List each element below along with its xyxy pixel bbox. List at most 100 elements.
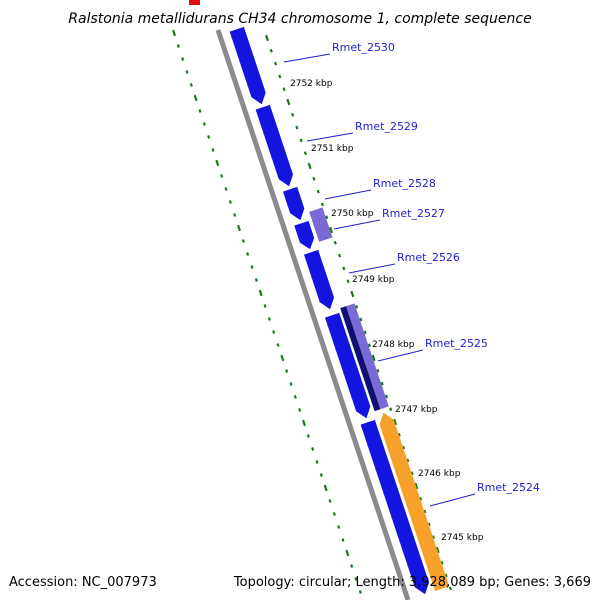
outer-tick-mark <box>435 546 440 554</box>
gene-rmet-2528[interactable] <box>282 186 308 223</box>
outer-tick-mark <box>371 354 376 362</box>
gene-label[interactable]: Rmet_2530 <box>332 41 395 54</box>
outer-tick-mark <box>384 394 389 399</box>
inner-tick-mark <box>198 109 202 113</box>
kbp-marker: 2746 kbp <box>418 469 461 479</box>
outer-tick-mark <box>363 330 367 335</box>
gene-label[interactable]: Rmet_2528 <box>373 177 436 190</box>
inner-tick-mark <box>337 525 341 529</box>
inner-tick-mark <box>267 317 271 321</box>
inner-tick-mark <box>306 434 310 438</box>
inner-tick-mark <box>298 408 302 412</box>
inner-tick-mark <box>345 549 350 557</box>
gene-blue-tail[interactable] <box>360 419 433 597</box>
inner-tick-mark <box>332 512 336 516</box>
gene-label-leader <box>283 53 331 63</box>
gene-label-leader <box>348 263 396 274</box>
inner-tick-mark <box>358 590 362 594</box>
chromosome-backbone <box>215 29 411 600</box>
inner-tick-mark <box>328 499 332 503</box>
outer-tick-mark <box>355 304 359 309</box>
outer-tick-mark <box>337 253 342 258</box>
outer-tick-mark <box>389 407 393 412</box>
inner-tick-mark <box>211 148 215 152</box>
inner-tick-mark <box>285 369 289 373</box>
gene-label[interactable]: Rmet_2524 <box>477 481 540 494</box>
gene-track <box>189 0 450 597</box>
outer-tick-mark <box>320 202 325 207</box>
gene-rmet-2525[interactable] <box>324 312 374 421</box>
inner-tick-mark <box>263 304 267 308</box>
outer-tick-mark <box>350 290 355 298</box>
outer-tick-mark <box>265 34 269 42</box>
outer-tick-mark <box>312 176 316 181</box>
gene-label-leader <box>377 349 424 362</box>
outer-tick-mark <box>342 266 346 271</box>
outer-tick-mark <box>295 125 299 130</box>
outer-tick-mark <box>448 586 453 591</box>
outer-tick-mark <box>367 343 371 348</box>
gene-rmet-2524[interactable] <box>376 410 450 591</box>
inner-tick-mark <box>189 83 193 87</box>
inner-tick-mark <box>272 330 276 334</box>
gene-label[interactable]: Rmet_2529 <box>355 120 418 133</box>
kbp-marker: 2750 kbp <box>331 209 374 219</box>
outer-tick-mark <box>333 240 337 245</box>
outer-tick-mark <box>419 496 423 501</box>
outer-tick-mark <box>316 189 320 194</box>
outer-tick-mark <box>291 112 295 117</box>
inner-tick-mark <box>181 57 185 61</box>
gene-red-top[interactable] <box>189 0 200 5</box>
outer-tick-mark <box>286 98 291 106</box>
outer-tick-mark <box>427 522 431 527</box>
gene-labels: Rmet_2530 Rmet_2529 Rmet_2528 Rmet_2527 Rmet… <box>283 41 540 507</box>
outer-tick-mark <box>299 138 303 143</box>
gene-light-segment[interactable] <box>309 207 333 242</box>
outer-tick-mark <box>329 226 333 234</box>
outer-tick-mark <box>393 418 397 426</box>
gene-label[interactable]: Rmet_2527 <box>382 207 445 220</box>
inner-tick-mark <box>237 224 241 232</box>
outer-tick-mark <box>282 87 286 92</box>
outer-tick-mark <box>440 560 444 565</box>
outer-tick-mark <box>410 471 414 476</box>
inner-tick-mark <box>323 484 328 492</box>
kbp-marker: 2749 kbp <box>352 275 395 285</box>
gene-label[interactable]: Rmet_2525 <box>425 337 488 350</box>
gene-rmet-2527[interactable] <box>294 220 317 252</box>
outer-tick-mark <box>380 381 384 386</box>
inner-tick-mark <box>176 44 180 48</box>
kbp-marker: 2747 kbp <box>395 405 438 415</box>
outer-tick-mark <box>346 279 350 284</box>
inner-tick-mark <box>319 473 323 477</box>
gene-rmet-2526[interactable] <box>303 249 337 312</box>
outer-tick-mark <box>423 509 427 514</box>
inner-tick-mark <box>341 538 345 542</box>
outer-tick-mark <box>325 215 329 220</box>
gene-rmet-2530[interactable] <box>229 26 269 107</box>
genome-summary-text: Topology: circular; Length: 3,928,089 bp… <box>233 575 591 590</box>
gene-rmet-2529[interactable] <box>255 104 297 189</box>
inner-tick-mark <box>193 94 198 102</box>
inner-tick-mark <box>202 122 206 126</box>
inner-tick-mark <box>315 460 319 464</box>
outer-tick-mark <box>414 482 419 490</box>
inner-tick-mark <box>241 239 245 243</box>
outer-tick-mark <box>273 61 278 66</box>
gene-label-leader <box>306 132 354 142</box>
gene-dark-inner[interactable] <box>340 306 381 412</box>
kbp-marker: 2751 kbp <box>311 144 354 154</box>
inner-tick-mark <box>280 354 285 362</box>
gene-label-leader <box>324 189 372 200</box>
outer-tick-ring <box>265 34 453 591</box>
inner-tick-mark <box>254 278 258 282</box>
gene-label[interactable]: Rmet_2526 <box>397 251 460 264</box>
gene-label-leader <box>429 493 476 507</box>
gene-label-leader <box>333 219 381 230</box>
kbp-scale: 2752 kbp 2751 kbp 2750 kbp 2749 kbp 2748 kbp… <box>290 79 484 543</box>
outer-tick-mark <box>397 432 401 437</box>
outer-tick-mark <box>278 74 282 79</box>
inner-tick-mark <box>293 395 297 399</box>
inner-tick-mark <box>354 577 358 581</box>
